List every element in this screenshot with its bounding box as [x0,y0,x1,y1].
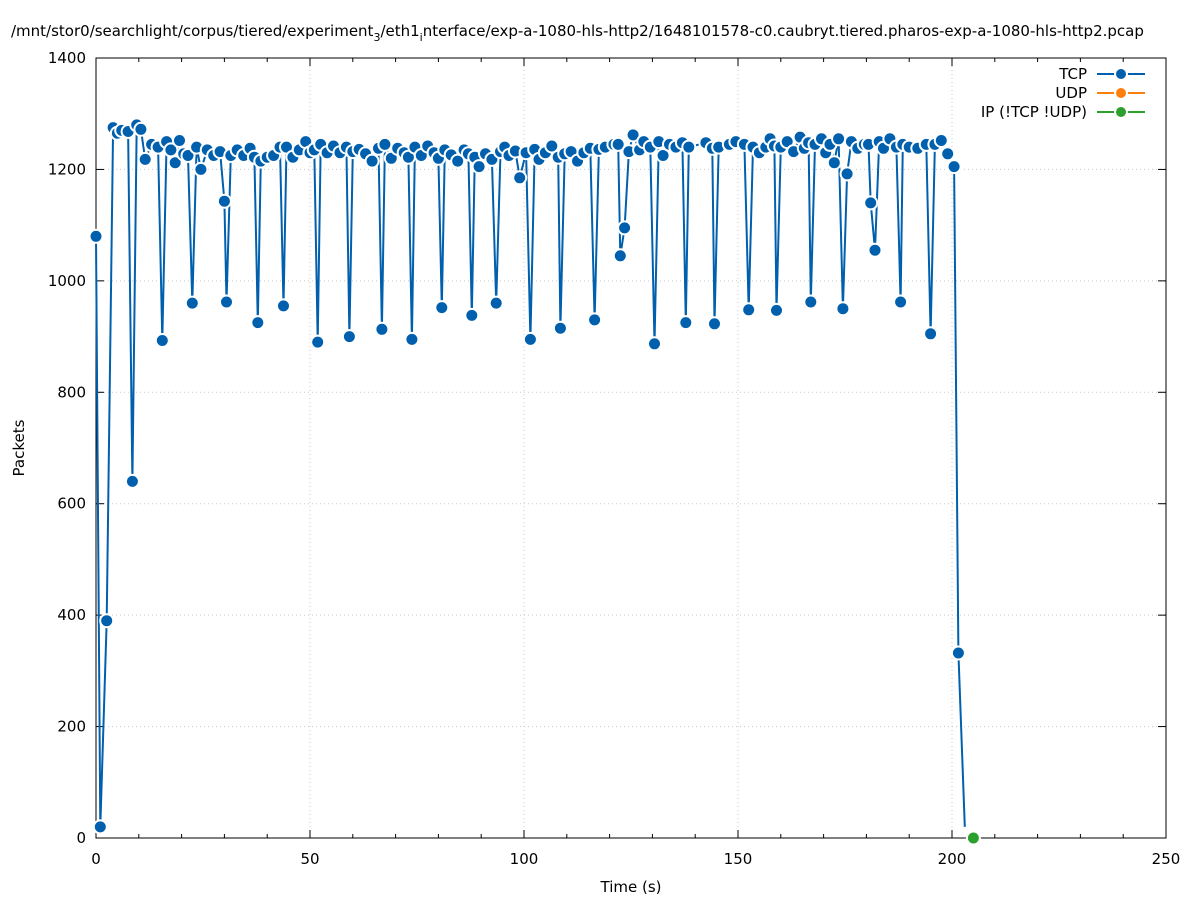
series-0-point-168 [950,645,966,661]
y-tick-label-800: 800 [57,383,86,401]
series-0-point-165 [933,133,949,148]
series-0-point-13 [154,333,170,348]
series-0-point-45 [310,334,326,350]
title-part-3: nterface/exp-a-1080-hls-http2/1648101578… [423,22,1144,40]
series-0-point-118 [681,139,697,155]
series-0-point-72 [450,153,466,169]
series-0-point-152 [863,195,879,211]
series-0-point-104 [612,248,628,264]
series-0-point-57 [374,321,390,337]
series-0-point-105 [617,220,633,236]
title-part-2: /eth1 [380,22,419,40]
series-0-point-126 [741,302,757,318]
series-2-point-0 [965,830,981,846]
series-0-point-10 [137,151,153,167]
series-0-point-107 [625,127,641,143]
series-0-point-166 [940,146,956,162]
series-0-point-55 [364,153,380,169]
series-0-point-145 [831,131,847,147]
title-subscript-1: 3 [373,31,380,44]
series-0-point-93 [552,320,568,336]
y-tick-label-600: 600 [57,495,86,513]
series-0-point-9 [133,121,149,137]
y-tick-label-1000: 1000 [48,272,86,290]
series-0-point-87 [522,331,538,347]
series-0-point-132 [769,302,784,318]
series-0-point-158 [893,294,909,310]
chart-title: /mnt/stor0/searchlight/corpus/tiered/exp… [11,22,1144,44]
series-0-point-38 [276,298,291,314]
x-tick-label-50: 50 [300,850,319,868]
series-0-point-69 [434,300,450,316]
y-tick-label-200: 200 [57,718,86,736]
series-0-point-111 [647,336,662,352]
series-0-point-51 [341,329,357,345]
x-tick-label-200: 200 [938,850,967,868]
legend-marker-1 [1114,86,1128,100]
series-layer [88,117,981,846]
series-0-point-99 [587,312,603,328]
x-tick-label-250: 250 [1152,850,1181,868]
series-0-point-121 [707,316,722,332]
series-0-point-75 [464,307,480,323]
series-0-point-7 [124,473,140,489]
legend-label-2: IP (!TCP !UDP) [981,103,1087,121]
series-0-point-0 [88,228,104,244]
y-tick-label-1200: 1200 [48,160,86,178]
legend-marker-2 [1114,105,1128,119]
legend-marker-0 [1114,67,1128,81]
series-line-0 [95,123,966,828]
series-0-point-80 [488,295,504,311]
series-0-point-163 [923,326,939,342]
series-0-point-17 [172,133,187,148]
legend-label-1: UDP [1055,84,1087,102]
series-0-point-147 [839,166,855,182]
grid [96,58,1166,838]
x-tick-label-150: 150 [724,850,753,868]
series-0-point-85 [512,170,528,186]
x-tick-label-100: 100 [510,850,539,868]
y-tick-label-0: 0 [76,829,86,847]
title-part-1: /mnt/stor0/searchlight/corpus/tiered/exp… [11,22,374,40]
legend-label-0: TCP [1058,65,1087,83]
plot-border [95,57,1167,839]
series-0-point-2 [99,613,115,629]
series-0-point-117 [678,315,694,331]
x-axis-label: Time (s) [600,878,662,896]
series-0-point-63 [404,331,420,347]
series-0-point-20 [184,295,200,311]
series-0-point-33 [250,315,266,331]
series-0-point-1 [92,819,108,835]
series-0-point-144 [826,155,842,171]
title-subscript-2: i [420,31,423,44]
series-0-point-77 [471,159,487,175]
series-0-point-27 [219,294,234,310]
series-0-point-58 [377,136,393,152]
y-tick-label-400: 400 [57,606,86,624]
axis-ticks: 0 50 100 150 200 250 0 200 400 600 800 1000 1200 1400 [48,49,1181,868]
series-0-point-103 [610,136,626,152]
series-0-point-22 [193,161,209,177]
series-0-point-153 [867,242,883,258]
series-0-point-91 [544,138,560,154]
x-tick-label-0: 0 [91,850,101,868]
series-0-point-16 [167,155,183,171]
series-0-point-167 [946,159,962,175]
series-0-point-113 [655,148,671,163]
series-0-point-139 [803,294,819,310]
series-0-point-26 [216,193,232,209]
y-axis-label: Packets [10,419,28,476]
y-tick-label-1400: 1400 [48,49,86,67]
series-0-point-146 [835,301,851,317]
